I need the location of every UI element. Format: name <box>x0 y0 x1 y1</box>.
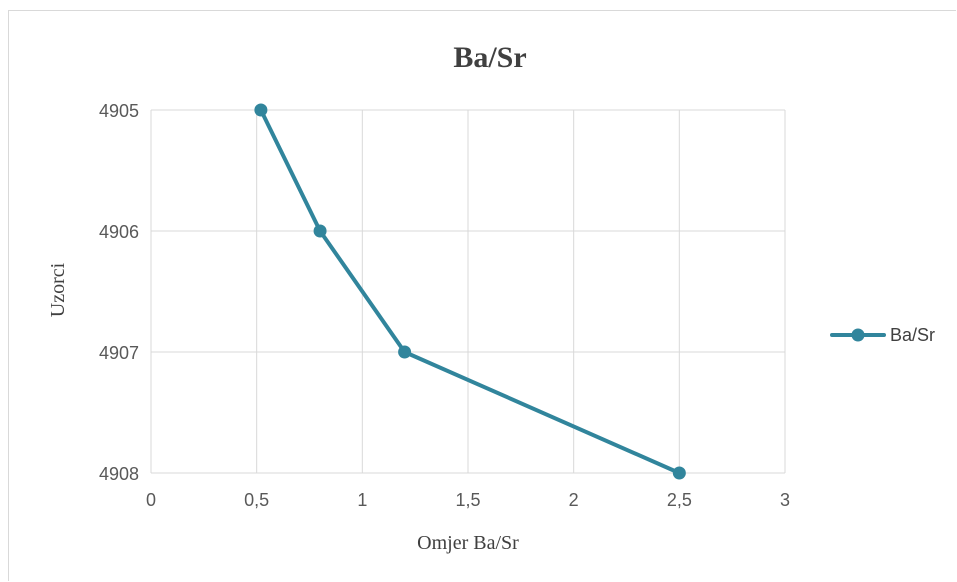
y-tick-label: 4907 <box>99 343 139 363</box>
x-axis-title: Omjer Ba/Sr <box>417 532 519 554</box>
x-tick-label: 0,5 <box>244 490 269 510</box>
legend-marker <box>851 328 865 342</box>
y-tick-labels: 4905 4906 4907 4908 <box>99 101 139 484</box>
x-tick-labels: 0 0,5 1 1,5 2 2,5 3 <box>146 490 790 510</box>
y-axis-title: Uzorci <box>47 262 69 317</box>
data-point <box>254 103 268 117</box>
chart-title: Ba/Sr <box>453 41 526 74</box>
series <box>254 103 686 480</box>
legend: Ba/Sr <box>830 325 935 345</box>
x-tick-label: 3 <box>780 490 790 510</box>
y-tick-label: 4908 <box>99 464 139 484</box>
series-line <box>258 108 682 475</box>
legend-label: Ba/Sr <box>890 325 935 345</box>
chart-frame <box>8 10 956 581</box>
data-point <box>672 466 686 480</box>
x-tick-label: 1 <box>357 490 367 510</box>
y-tick-label: 4905 <box>99 101 139 121</box>
grid <box>150 109 786 474</box>
x-tick-label: 2,5 <box>667 490 692 510</box>
data-point <box>313 224 327 238</box>
y-tick-label: 4906 <box>99 222 139 242</box>
x-tick-label: 2 <box>569 490 579 510</box>
x-tick-label: 0 <box>146 490 156 510</box>
x-tick-label: 1,5 <box>455 490 480 510</box>
data-point <box>398 345 412 359</box>
